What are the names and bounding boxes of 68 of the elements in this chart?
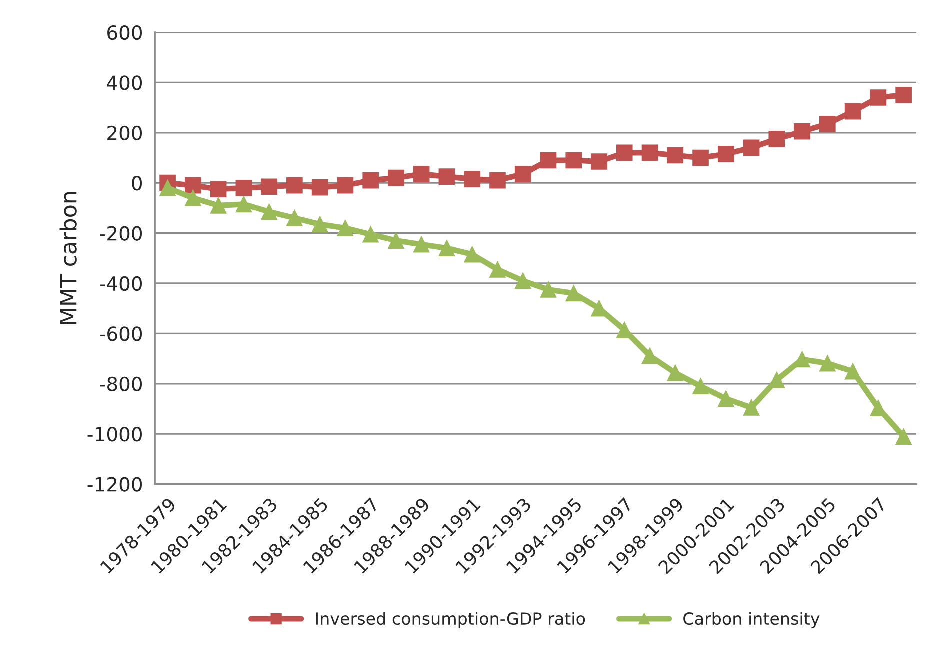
y-tick-label: -400 [100,276,142,292]
point [566,152,582,169]
point [362,226,379,243]
y-tick-label: 600 [108,25,142,40]
point [540,282,557,298]
y-tick-label: -600 [100,326,142,342]
point [642,348,658,364]
point [490,262,506,278]
point [844,103,862,120]
point [160,180,176,196]
point [844,363,862,380]
point [768,131,786,148]
point [388,170,404,186]
point [490,172,506,189]
point [794,351,810,368]
point [591,154,608,170]
point [514,272,532,290]
point [337,177,354,194]
point [286,177,303,194]
point [642,144,658,162]
point [312,216,328,233]
y-tick-label: 400 [107,76,142,90]
point [896,87,912,104]
point [743,140,760,156]
point [413,236,430,253]
point [616,144,633,162]
point [236,180,252,196]
point [388,232,404,249]
point [185,177,202,194]
point [514,166,532,182]
point [261,204,278,220]
point [820,116,836,132]
point [794,123,810,140]
point [566,285,582,302]
point [743,400,760,416]
point [692,150,709,166]
point [464,171,481,188]
point [261,178,278,196]
legend-label: Carbon intensity [684,612,820,628]
point [337,220,354,236]
y-tick-label: -1000 [88,427,142,442]
point [667,147,684,164]
point [362,172,379,189]
point [896,428,912,445]
y-tick-label: -800 [100,376,142,392]
point [236,196,252,213]
point [718,390,734,408]
y-tick-label: -1200 [88,477,142,492]
point [820,355,836,372]
point [718,146,734,162]
point [438,168,456,185]
point [667,364,684,382]
point [464,246,481,263]
y-tick-label: -200 [100,226,142,241]
point [413,166,430,182]
point [540,152,557,169]
y-axis-title: MMT carbon [60,192,77,324]
point [210,198,227,214]
legend-label: Inversed consumption-GDP ratio [316,612,586,628]
y-tick-label: 200 [108,126,142,141]
point [210,181,227,198]
point [286,210,303,226]
point [312,179,328,196]
point [438,240,456,256]
y-tick-label: 0 [132,176,142,191]
point [692,378,709,395]
point [185,190,202,206]
point [870,90,887,106]
